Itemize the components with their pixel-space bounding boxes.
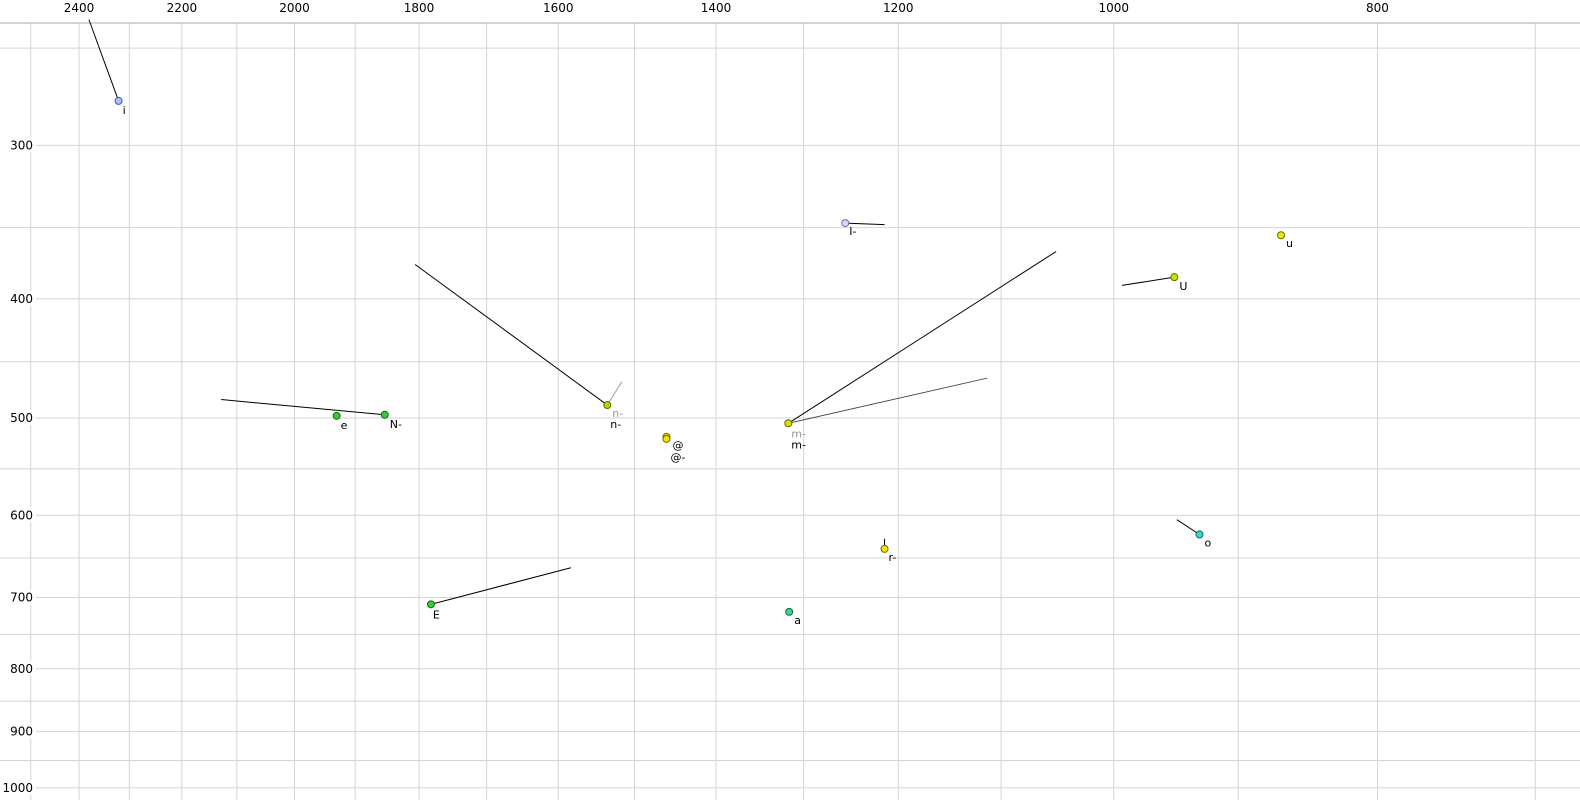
y-axis-tick-label: 900 [10, 725, 33, 739]
point-label: U [1179, 280, 1187, 293]
data-point-o [1195, 530, 1204, 539]
data-point-@- [662, 434, 671, 443]
trajectory-line [1121, 276, 1175, 286]
y-axis-tick-label: 800 [10, 662, 33, 676]
y-tick-label-backing [0, 409, 36, 425]
trajectory-line [221, 399, 385, 416]
y-axis-tick-label: 300 [10, 138, 33, 152]
data-point-E [426, 600, 435, 609]
trajectory-line [430, 567, 571, 605]
point-label: @- [670, 451, 685, 464]
x-axis-tick-label: 1800 [404, 1, 435, 15]
data-point-I- [841, 219, 850, 228]
trajectory-line [606, 381, 623, 406]
point-label: m- [791, 427, 806, 440]
data-point-e [332, 411, 341, 420]
point-label: m- [791, 438, 806, 451]
x-axis-tick-label: 1000 [1098, 1, 1129, 15]
point-label: o [1204, 537, 1211, 550]
x-axis-tick-label: 1600 [543, 1, 574, 15]
data-point-m- [784, 419, 793, 428]
x-axis-tick-label: 1400 [701, 1, 732, 15]
data-point-a [785, 607, 794, 616]
y-tick-label-backing [0, 589, 36, 605]
point-label: E [433, 608, 440, 621]
trajectory-line [88, 19, 120, 102]
x-axis-tick-label: 2200 [167, 1, 198, 15]
point-label: i [123, 104, 126, 117]
trajectory-line [1176, 519, 1200, 535]
point-label: a [794, 614, 801, 627]
data-point-u [1277, 231, 1286, 240]
trajectory-line [788, 377, 988, 424]
y-tick-label-backing [0, 779, 36, 795]
point-label: @ [672, 439, 683, 452]
y-axis-tick-label: 500 [10, 411, 33, 425]
y-axis-tick-label: 1000 [2, 781, 33, 795]
x-axis-tick-label: 1200 [883, 1, 914, 15]
y-axis-tick-label: 700 [10, 591, 33, 605]
x-axis-tick-label: 800 [1366, 1, 1389, 15]
point-label: n- [612, 407, 623, 420]
y-tick-label-backing [0, 723, 36, 739]
data-point-r- [880, 544, 889, 553]
x-axis-tick-label: 2000 [279, 1, 310, 15]
data-point-N- [380, 410, 389, 419]
trajectory-line [845, 222, 885, 226]
point-label: e [341, 419, 348, 432]
trajectory-line [414, 264, 608, 406]
x-axis-tick-label: 2400 [64, 1, 95, 15]
y-axis-tick-label: 600 [10, 508, 33, 522]
data-point-U [1170, 273, 1179, 282]
point-label: n- [610, 418, 621, 431]
point-label: u [1286, 237, 1293, 250]
point-label: I- [849, 225, 856, 238]
point-label: N- [390, 418, 402, 431]
y-tick-label-backing [0, 137, 36, 153]
y-tick-label-backing [0, 507, 36, 523]
y-tick-label-backing [0, 290, 36, 306]
y-axis-tick-label: 400 [10, 292, 33, 306]
point-label: r- [889, 551, 897, 564]
data-point-i [114, 96, 123, 105]
y-tick-label-backing [0, 660, 36, 676]
trajectory-line [788, 251, 1057, 424]
data-point-n- [603, 401, 612, 410]
